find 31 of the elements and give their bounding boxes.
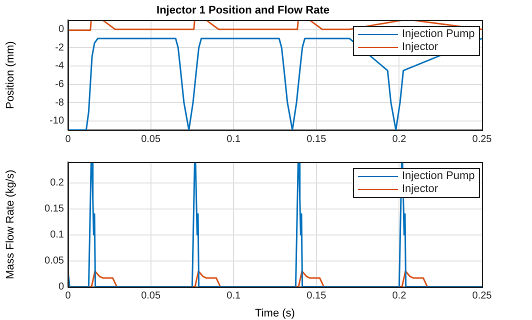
x-tick-label: 0.15: [306, 134, 327, 145]
legend-label: Injector: [402, 183, 438, 196]
y-axis-title: Mass Flow Rate (kg/s): [4, 170, 17, 280]
x-axis-title: Time (s): [255, 307, 295, 320]
y-tick-label: 0.05: [44, 256, 64, 267]
y-tick-label: -4: [55, 60, 64, 72]
x-tick-label: 0: [65, 290, 72, 302]
chart-title: Injector 1 Position and Flow Rate: [156, 4, 330, 17]
x-tick-label: 0.15: [306, 290, 327, 302]
x-tick-label: 0.2: [392, 134, 407, 145]
y-axis-title: Position (mm): [4, 41, 17, 110]
y-tick-label: -10: [50, 116, 64, 127]
y-tick-label: -2: [55, 42, 64, 54]
x-tick-label: 0.05: [141, 290, 161, 302]
y-tick-label: -8: [55, 97, 64, 108]
x-tick-label: 0.1: [226, 290, 241, 302]
y-tick-label: 0: [58, 24, 64, 36]
legend-label: Injection Pump: [402, 170, 475, 183]
y-tick-label: 0.15: [44, 204, 64, 215]
legend-label: Injector: [402, 41, 438, 54]
y-tick-label: 0: [58, 282, 64, 293]
x-tick-label: 0.2: [392, 290, 407, 302]
y-tick-label: 0.2: [50, 178, 64, 189]
x-tick-label: 0: [65, 134, 72, 145]
x-tick-label: 0.05: [141, 134, 161, 145]
y-tick-label: -6: [55, 79, 64, 90]
x-tick-label: 0.25: [472, 134, 492, 145]
y-tick-label: 0.1: [50, 230, 64, 241]
x-tick-label: 0.25: [472, 290, 492, 302]
x-tick-label: 0.1: [226, 134, 241, 145]
legend-label: Injection Pump: [402, 28, 475, 42]
